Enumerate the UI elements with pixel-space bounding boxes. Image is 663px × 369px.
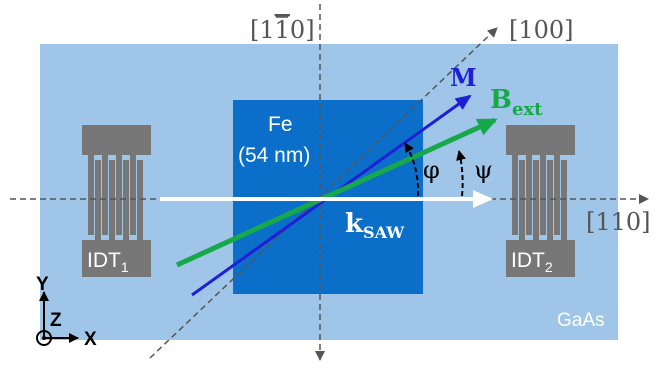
label-110: [110] [586, 208, 651, 236]
idt-2 [506, 125, 575, 277]
ksaw-label: kSAW [345, 209, 405, 242]
label-100: [100] [509, 16, 574, 44]
idt2-label: IDT2 [511, 249, 553, 275]
psi-arc [456, 150, 466, 197]
bext-label: Bext [490, 85, 543, 120]
idt1-label: IDT1 [87, 249, 129, 275]
idt-1 [82, 125, 151, 277]
axis-y-label: Y [36, 274, 49, 295]
label-1m10: [110] [250, 16, 315, 44]
bext-arrow [175, 117, 498, 268]
magnetization-label: M [450, 63, 477, 92]
fe-thickness-label: (54 nm) [238, 144, 310, 167]
axis-z-label: Z [50, 310, 62, 331]
substrate-label: GaAs [557, 310, 605, 331]
coordinate-axes [36, 291, 79, 346]
fe-label: Fe [268, 113, 293, 136]
psi-label: ψ [474, 156, 493, 184]
axis-x-label: X [84, 329, 97, 350]
phi-arc [404, 142, 420, 197]
phi-label: φ [423, 156, 440, 184]
